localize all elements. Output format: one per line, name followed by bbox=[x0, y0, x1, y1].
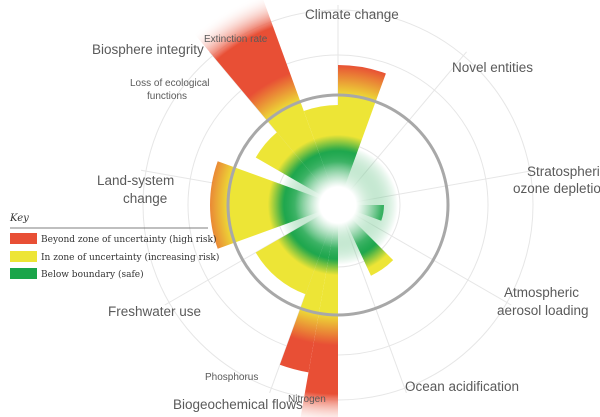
key-swatch-increasing-risk bbox=[10, 251, 37, 262]
key-legend: Key Beyond zone of uncertainty (high ris… bbox=[9, 213, 219, 280]
key-label-high-risk: Beyond zone of uncertainty (high risk) bbox=[41, 234, 216, 245]
label-nitrogen: Nitrogen bbox=[288, 394, 326, 405]
label-novel-entities: Novel entities bbox=[452, 60, 533, 75]
key-swatch-safe bbox=[10, 268, 37, 279]
label-freshwater-use: Freshwater use bbox=[108, 304, 201, 319]
label-biogeochemical-flows: Biogeochemical flows bbox=[173, 397, 303, 412]
wedge-land-system-change bbox=[210, 161, 338, 249]
label-land-system-line1: Land-system bbox=[97, 173, 174, 188]
center-fade bbox=[278, 145, 398, 265]
key-title: Key bbox=[9, 213, 29, 224]
key-label-increasing-risk: In zone of uncertainty (increasing risk) bbox=[41, 252, 219, 263]
label-climate-change: Climate change bbox=[305, 7, 399, 22]
label-ocean-acidification: Ocean acidification bbox=[405, 379, 519, 394]
safe-boundary-circle bbox=[226, 93, 450, 317]
label-ozone-line1: Stratospheric bbox=[527, 164, 600, 179]
label-aerosol-line2: aerosol loading bbox=[497, 303, 589, 318]
label-loss-functions-line1: Loss of ecological bbox=[130, 78, 210, 89]
label-aerosol-line1: Atmospheric bbox=[504, 285, 579, 300]
label-land-system-line2: change bbox=[123, 191, 167, 206]
label-loss-functions-line2: functions bbox=[147, 91, 187, 102]
label-extinction-rate: Extinction rate bbox=[204, 34, 268, 45]
label-ozone-line2: ozone depletion bbox=[513, 181, 600, 196]
wedge-extinction-rate bbox=[183, 0, 338, 205]
key-swatch-high-risk bbox=[10, 233, 37, 244]
wedge-nitrogen bbox=[300, 205, 338, 417]
key-label-safe: Below boundary (safe) bbox=[41, 269, 144, 280]
label-phosphorus: Phosphorus bbox=[205, 372, 258, 383]
label-biosphere-integrity: Biosphere integrity bbox=[92, 42, 204, 57]
